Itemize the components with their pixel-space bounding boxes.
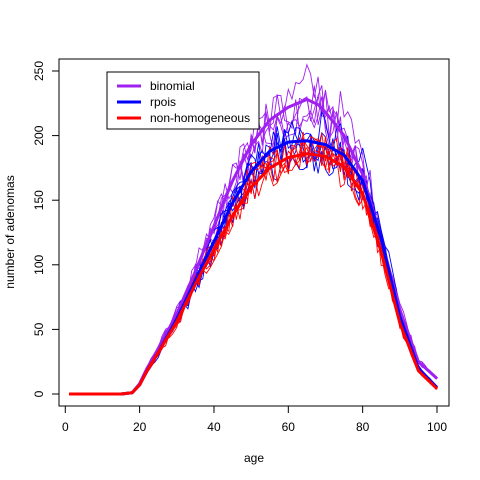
mean-curves (69, 97, 439, 396)
legend-label-non-homogeneous: non-homogeneous (150, 111, 250, 125)
y-tick-label-250: 250 (32, 61, 46, 81)
y-tick-label-50: 50 (32, 322, 46, 336)
legend: binomial rpois non-homogeneous (106, 71, 260, 130)
y-axis-label: number of adenomas (3, 175, 17, 288)
y-tick-label-150: 150 (32, 190, 46, 210)
x-tick-label-80: 80 (356, 420, 370, 434)
x-tick-label-60: 60 (282, 420, 296, 434)
x-tick-label-0: 0 (62, 420, 69, 434)
x-axis: 0 20 40 60 80 100 (62, 405, 447, 434)
x-tick-label-20: 20 (133, 420, 147, 434)
x-tick-label-100: 100 (427, 420, 447, 434)
legend-label-rpois: rpois (150, 95, 176, 109)
y-axis: 0 50 100 150 200 250 (32, 61, 60, 397)
y-tick-label-0: 0 (32, 390, 46, 397)
x-tick-label-40: 40 (207, 420, 221, 434)
mean-line-non-homogeneous (69, 152, 439, 396)
legend-label-binomial: binomial (150, 79, 195, 93)
x-axis-label: age (244, 451, 264, 465)
y-tick-label-200: 200 (32, 125, 46, 145)
y-tick-label-100: 100 (32, 254, 46, 274)
